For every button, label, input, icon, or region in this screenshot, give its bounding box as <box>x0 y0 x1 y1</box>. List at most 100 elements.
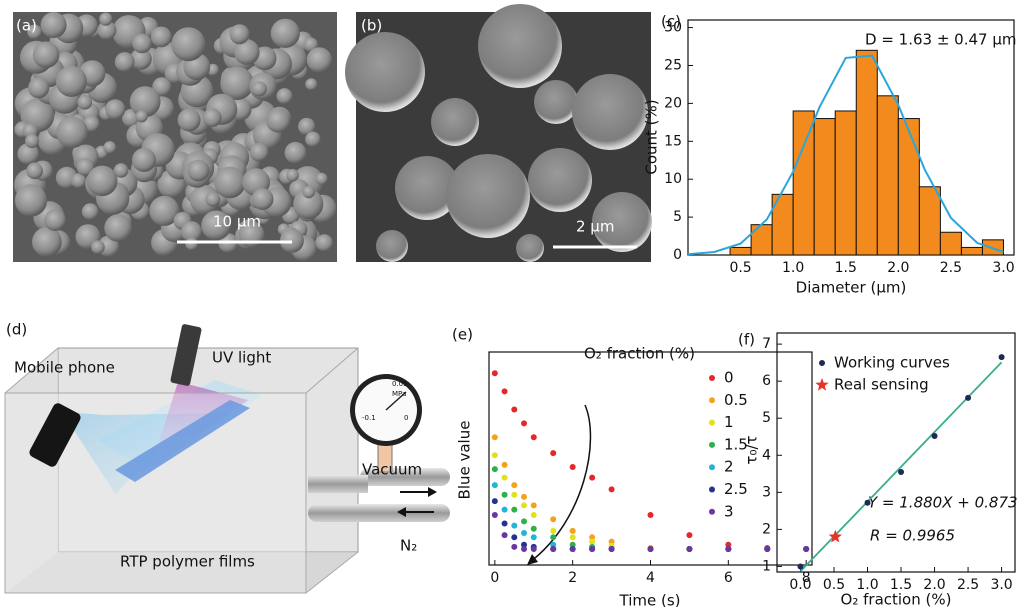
point <box>492 482 498 488</box>
point <box>521 502 527 508</box>
sphere <box>28 77 49 98</box>
sphere <box>250 143 269 162</box>
gauge-label: MPa <box>392 390 406 398</box>
sphere <box>230 24 250 44</box>
bar <box>730 247 751 255</box>
point <box>502 532 508 538</box>
legend-label: 0.5 <box>724 391 748 409</box>
sphere <box>87 166 118 197</box>
sphere <box>271 19 300 48</box>
point <box>492 512 498 518</box>
point <box>965 395 971 401</box>
sphere <box>82 203 99 220</box>
point <box>550 546 556 552</box>
sphere <box>376 230 408 262</box>
sphere <box>185 238 198 251</box>
y-tick-label: 25 <box>664 57 682 73</box>
point <box>521 494 527 500</box>
y-tick-label: 10 <box>664 171 682 187</box>
sphere <box>104 214 132 242</box>
x-tick-label: 0.0 <box>789 577 811 593</box>
point <box>492 452 498 458</box>
pipe <box>308 475 368 493</box>
sphere <box>266 109 290 133</box>
sphere <box>303 186 315 198</box>
sphere <box>528 148 592 212</box>
x-axis-label: O₂ fraction (%) <box>841 591 952 607</box>
sphere <box>252 81 267 96</box>
legend-marker <box>709 375 715 381</box>
x-tick-label: 2.5 <box>940 260 962 276</box>
y-tick-label: 7 <box>762 336 771 352</box>
sphere <box>286 169 298 181</box>
gauge-label: 0.05 <box>392 380 408 388</box>
sphere <box>105 99 125 119</box>
sphere <box>25 134 39 148</box>
gauge-label: -0.1 <box>362 414 376 422</box>
x-tick-label: 1.5 <box>835 260 857 276</box>
sphere <box>572 74 648 150</box>
sphere <box>203 108 222 127</box>
point <box>570 464 576 470</box>
point <box>550 450 556 456</box>
legend-label: Working curves <box>834 354 950 372</box>
setup-diagram: (d) 0.05 MPa -0.1 0 Mobile phone UV ligh… <box>5 321 450 594</box>
bar <box>793 111 814 255</box>
gauge-label: 0 <box>404 414 408 422</box>
x-tick-label: 2 <box>568 570 577 586</box>
legend-marker <box>819 360 825 366</box>
y-tick-label: 15 <box>664 133 682 149</box>
legend-marker <box>709 509 715 515</box>
annotation: Y = 1.880X + 0.873 <box>868 494 1018 512</box>
legend-marker <box>709 464 715 470</box>
sphere <box>91 240 105 254</box>
x-axis-label: Time (s) <box>619 592 681 607</box>
point <box>589 539 595 545</box>
x-tick-label: 2.0 <box>887 260 909 276</box>
point <box>609 546 615 552</box>
y-tick-label: 0 <box>673 247 682 263</box>
y-tick-label: 4 <box>762 447 771 463</box>
sphere <box>516 234 544 262</box>
sphere <box>44 209 66 231</box>
sphere <box>534 80 578 124</box>
x-tick-label: 0 <box>490 570 499 586</box>
sphere <box>104 141 117 154</box>
legend-marker <box>709 487 715 493</box>
point <box>898 469 904 475</box>
point <box>492 466 498 472</box>
x-axis-label: Diameter (μm) <box>796 279 907 297</box>
label: UV light <box>212 349 271 367</box>
point <box>511 482 517 488</box>
bar <box>814 119 835 255</box>
annotation: D = 1.63 ± 0.47 μm <box>865 31 1016 49</box>
y-tick-label: 5 <box>673 209 682 225</box>
y-tick-label: 1 <box>762 558 771 574</box>
point <box>570 546 576 552</box>
point <box>589 546 595 552</box>
sphere <box>15 184 47 216</box>
sphere <box>56 66 87 97</box>
bar <box>856 50 877 255</box>
sphere <box>206 192 221 207</box>
point <box>550 516 556 522</box>
sphere <box>252 188 274 210</box>
scale-bar-label: 10 μm <box>213 213 261 231</box>
annotation: R = 0.9965 <box>870 527 955 545</box>
point <box>531 434 537 440</box>
sphere <box>151 27 172 48</box>
point <box>521 420 527 426</box>
legend-label: 2 <box>724 458 734 476</box>
sphere <box>305 132 320 147</box>
sphere <box>178 109 201 132</box>
y-tick-label: 5 <box>762 410 771 426</box>
sphere <box>187 160 209 182</box>
legend-marker <box>709 420 715 426</box>
point <box>550 528 556 534</box>
point <box>511 507 517 513</box>
point <box>932 433 938 439</box>
y-axis-label: Blue value <box>456 421 474 500</box>
panel-label: (d) <box>6 321 27 339</box>
x-tick-label: 4 <box>646 570 655 586</box>
